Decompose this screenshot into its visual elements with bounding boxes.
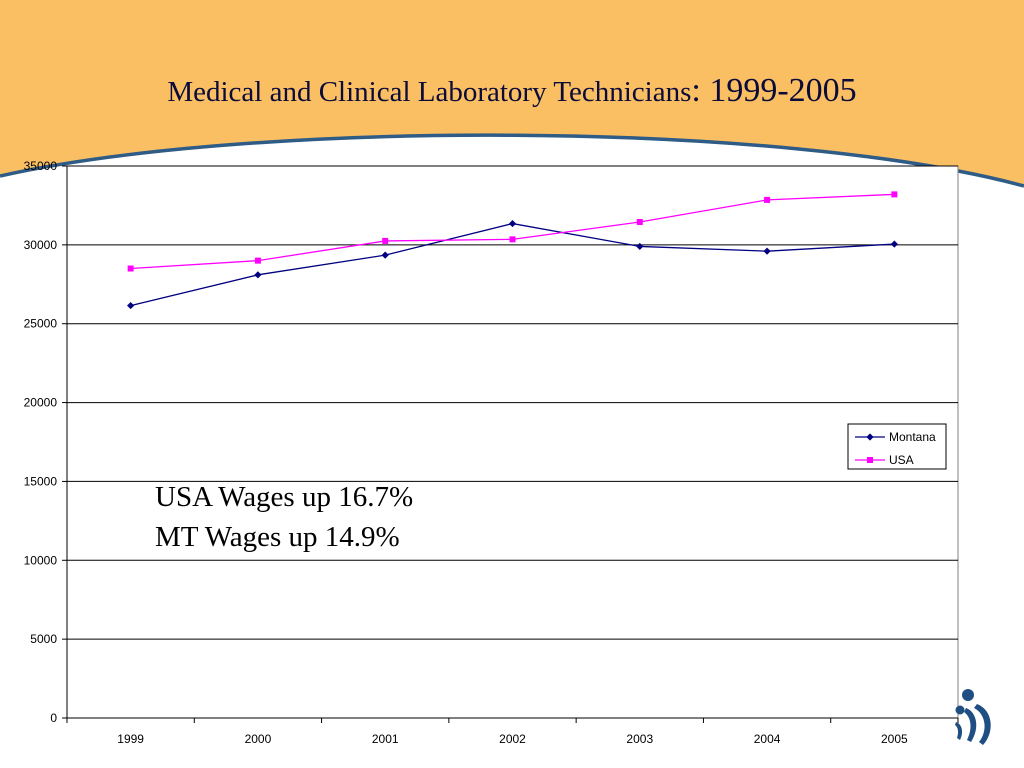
banner-band <box>0 0 1024 186</box>
usa-data-point <box>254 257 261 264</box>
legend-label-montana: Montana <box>889 430 936 444</box>
x-tick-label: 2002 <box>499 732 526 746</box>
x-tick-label: 1999 <box>117 732 144 746</box>
usa-data-point <box>127 265 134 272</box>
montana-data-point <box>763 247 771 255</box>
usa-data-point <box>509 236 516 243</box>
x-tick-label: 2000 <box>245 732 272 746</box>
y-tick-label: 10000 <box>24 553 58 567</box>
people-logo-icon <box>955 689 991 745</box>
plot-area <box>66 165 959 719</box>
montana-data-point <box>254 271 262 279</box>
usa-wage-note: USA Wages up 16.7% <box>155 481 414 513</box>
x-tick-label: 2005 <box>881 732 908 746</box>
x-tick-label: 2003 <box>626 732 653 746</box>
y-tick-label: 25000 <box>24 317 58 331</box>
gridlines <box>67 165 958 640</box>
montana-data-point <box>890 240 898 248</box>
y-tick-label: 30000 <box>24 238 58 252</box>
y-tick-label: 35000 <box>24 159 58 173</box>
legend-marker-usa <box>867 457 873 463</box>
x-tick-label: 2004 <box>754 732 781 746</box>
slide-title-main: Medical and Clinical Laboratory Technici… <box>167 76 692 108</box>
series-layer <box>127 191 898 310</box>
y-tick-label: 5000 <box>30 632 57 646</box>
y-tick-label: 20000 <box>24 396 58 410</box>
y-tick-label: 0 <box>50 711 57 725</box>
usa-data-point <box>891 191 898 198</box>
legend-label-usa: USA <box>889 453 914 467</box>
usa-data-point <box>636 218 643 225</box>
slide-title: Medical and Clinical Laboratory Technici… <box>0 72 1024 110</box>
legend-marker-montana <box>866 433 874 441</box>
legend-box <box>847 423 947 470</box>
usa-series <box>127 191 898 272</box>
chart-legend: Montana USA <box>847 423 947 470</box>
x-tick-label: 2001 <box>372 732 399 746</box>
banner-arc <box>0 133 1024 188</box>
montana-data-point <box>636 242 644 251</box>
axes: 0 5000 10000 15000 20000 25000 30000 35000 1999 2… <box>24 159 959 746</box>
montana-data-point <box>127 301 135 310</box>
montana-series <box>127 219 898 310</box>
mt-wage-note: MT Wages up 14.9% <box>155 521 400 553</box>
usa-data-point <box>764 196 771 203</box>
montana-data-point <box>381 251 389 259</box>
slide-title-years: : 1999-2005 <box>691 72 857 109</box>
montana-data-point <box>508 219 517 228</box>
usa-data-point <box>382 237 389 244</box>
y-tick-label: 15000 <box>24 474 58 488</box>
